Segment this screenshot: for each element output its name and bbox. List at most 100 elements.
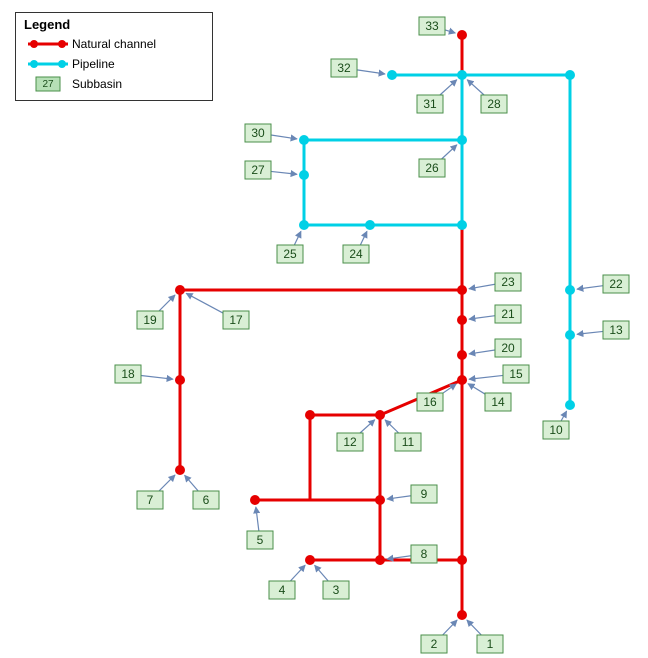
subbasin-label: 22 [609, 277, 623, 291]
node [299, 135, 309, 145]
subbasin-label: 10 [549, 423, 563, 437]
subbasin-arrow [315, 565, 329, 581]
subbasin-arrow [469, 375, 503, 379]
subbasin-label: 14 [491, 395, 505, 409]
legend-row: Pipeline [24, 54, 204, 74]
node [305, 410, 315, 420]
subbasin-arrow [577, 331, 603, 334]
subbasin-arrow [185, 475, 199, 491]
arrows-layer [141, 30, 603, 635]
subbasin-arrow [561, 411, 567, 421]
subbasin-label: 9 [421, 487, 428, 501]
subbasin-arrow [467, 80, 484, 95]
node [250, 495, 260, 505]
subbasin-arrow [469, 284, 495, 289]
subbasin-arrow [445, 30, 455, 33]
subbasin-label: 30 [251, 126, 265, 140]
subbasin-arrow [271, 135, 297, 139]
subbasin-arrow [385, 420, 399, 433]
subbasin-arrow [271, 171, 297, 174]
node [565, 70, 575, 80]
edge [310, 415, 380, 500]
subbasin-label: 8 [421, 547, 428, 561]
subbasin-label: 4 [279, 583, 286, 597]
node [457, 285, 467, 295]
subbasin-label: 6 [203, 493, 210, 507]
node [365, 220, 375, 230]
subbasin-arrow [256, 507, 259, 531]
subbasin-label: 19 [143, 313, 157, 327]
subbasin-label: 28 [487, 97, 501, 111]
subbasin-label: 20 [501, 341, 515, 355]
subbasin-label: 25 [283, 247, 297, 261]
subbasin-label: 1 [487, 637, 494, 651]
node [375, 555, 385, 565]
subbasin-arrow [442, 145, 457, 159]
subbasin-arrow [357, 70, 385, 74]
subbasin-label: 2 [431, 637, 438, 651]
node [375, 410, 385, 420]
node [457, 30, 467, 40]
node [565, 330, 575, 340]
legend-line-icon [24, 57, 72, 71]
node [457, 70, 467, 80]
legend-line-icon [24, 37, 72, 51]
subbasin-arrow [443, 620, 457, 635]
legend-label: Subbasin [72, 77, 122, 91]
legend-row: 27 Subbasin [24, 74, 204, 94]
legend-box-icon: 27 [24, 75, 72, 93]
subbasin-label: 23 [501, 275, 515, 289]
legend-label: Natural channel [72, 37, 156, 51]
subbasin-arrow [387, 496, 411, 499]
subbasin-label: 12 [343, 435, 357, 449]
legend-label: Pipeline [72, 57, 115, 71]
node [175, 465, 185, 475]
subbasin-arrow [290, 565, 305, 581]
node [299, 220, 309, 230]
subbasin-arrow [159, 475, 175, 491]
legend-title: Legend [24, 17, 204, 32]
node [565, 400, 575, 410]
node [457, 220, 467, 230]
node [457, 555, 467, 565]
subbasin-label: 16 [423, 395, 437, 409]
subbasin-label: 33 [425, 19, 439, 33]
subbasin-label: 11 [402, 435, 415, 449]
subbasin-arrow [360, 231, 367, 245]
subbasin-arrow [440, 80, 457, 95]
legend: Legend Natural channel Pipeline 27 Subbasin [15, 12, 213, 101]
subbasin-label: 3 [333, 583, 340, 597]
subbasin-label: 15 [509, 367, 523, 381]
subbasin-arrow [469, 350, 495, 354]
subbasin-label: 27 [251, 163, 265, 177]
subbasin-layer: 3332312830262725242322211320191715141618… [115, 17, 629, 653]
subbasin-label: 13 [609, 323, 623, 337]
node [305, 555, 315, 565]
subbasin-arrow [294, 231, 301, 245]
subbasin-arrow [468, 384, 485, 394]
subbasin-label: 7 [147, 493, 154, 507]
node [175, 285, 185, 295]
node [457, 375, 467, 385]
svg-text:27: 27 [42, 79, 54, 90]
node [457, 610, 467, 620]
subbasin-arrow [360, 420, 375, 433]
node [565, 285, 575, 295]
subbasin-label: 17 [229, 313, 243, 327]
subbasin-label: 5 [257, 533, 264, 547]
subbasin-arrow [141, 376, 173, 380]
node [387, 70, 397, 80]
subbasin-arrow [186, 293, 223, 313]
node [457, 135, 467, 145]
subbasin-arrow [467, 620, 481, 635]
node [457, 350, 467, 360]
subbasin-arrow [577, 286, 603, 289]
subbasin-label: 21 [501, 307, 515, 321]
subbasin-label: 24 [349, 247, 363, 261]
subbasin-label: 18 [121, 367, 135, 381]
node [299, 170, 309, 180]
node [175, 375, 185, 385]
node [375, 495, 385, 505]
node [457, 315, 467, 325]
subbasin-arrow [159, 295, 175, 311]
